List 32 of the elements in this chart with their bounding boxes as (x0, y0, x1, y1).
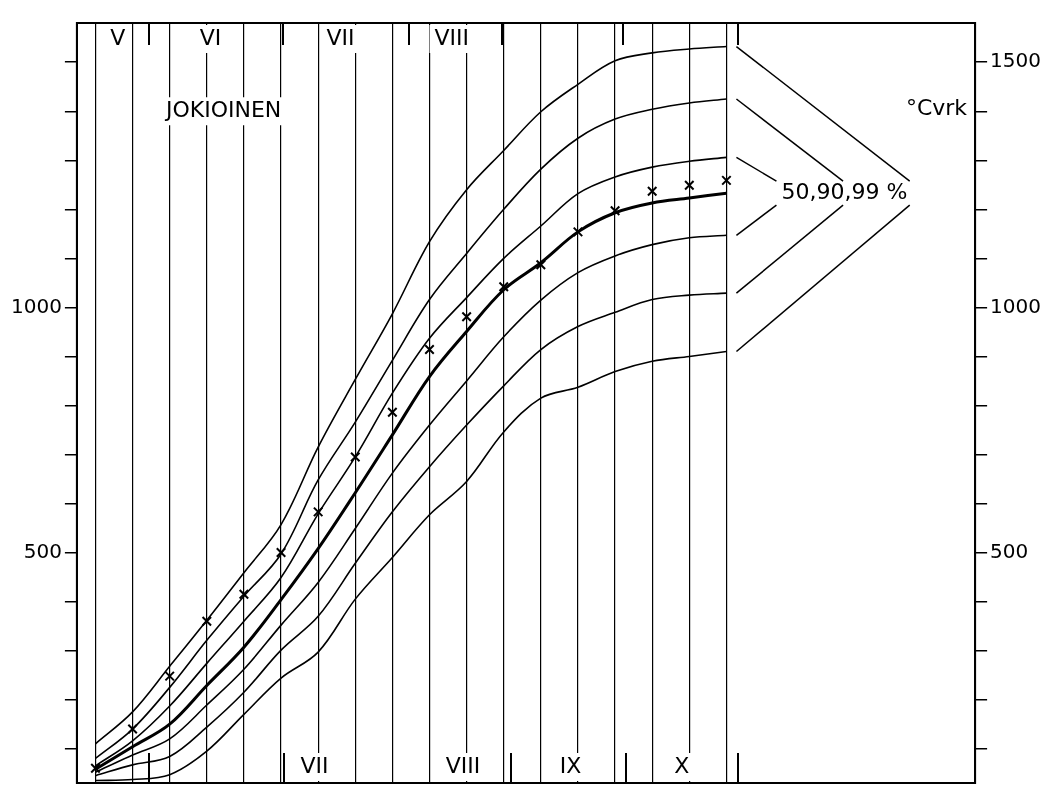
point (387, 407, 398, 418)
point (646, 185, 658, 197)
y2-tick-label: 500 (990, 538, 1029, 563)
point (201, 615, 213, 627)
point (572, 226, 584, 238)
annotation: X (674, 752, 690, 778)
annotation: V (110, 24, 126, 50)
annotation: VIII (434, 24, 470, 50)
y2-tick-label: 1000 (990, 293, 1042, 318)
annotation: VI (199, 24, 222, 50)
point (90, 763, 101, 774)
annotation: VII (326, 24, 355, 50)
annotation: VII (300, 752, 329, 778)
point (164, 670, 175, 682)
point (498, 281, 509, 293)
y2-axis-title: °Cvrk (905, 94, 968, 120)
point (127, 723, 138, 735)
point (312, 506, 324, 518)
point (424, 344, 435, 355)
y2-tick-label: 1500 (990, 48, 1042, 73)
point (535, 259, 547, 270)
point (350, 451, 361, 463)
text: 50,90,99 % (781, 178, 908, 204)
text: JOKIOINEN (163, 96, 282, 122)
point (461, 311, 472, 322)
point (721, 175, 732, 186)
point (275, 547, 287, 558)
annotation: IX (559, 752, 582, 778)
point (238, 588, 250, 600)
point (609, 205, 621, 217)
annotation: VIII (445, 752, 481, 778)
point (684, 180, 695, 191)
